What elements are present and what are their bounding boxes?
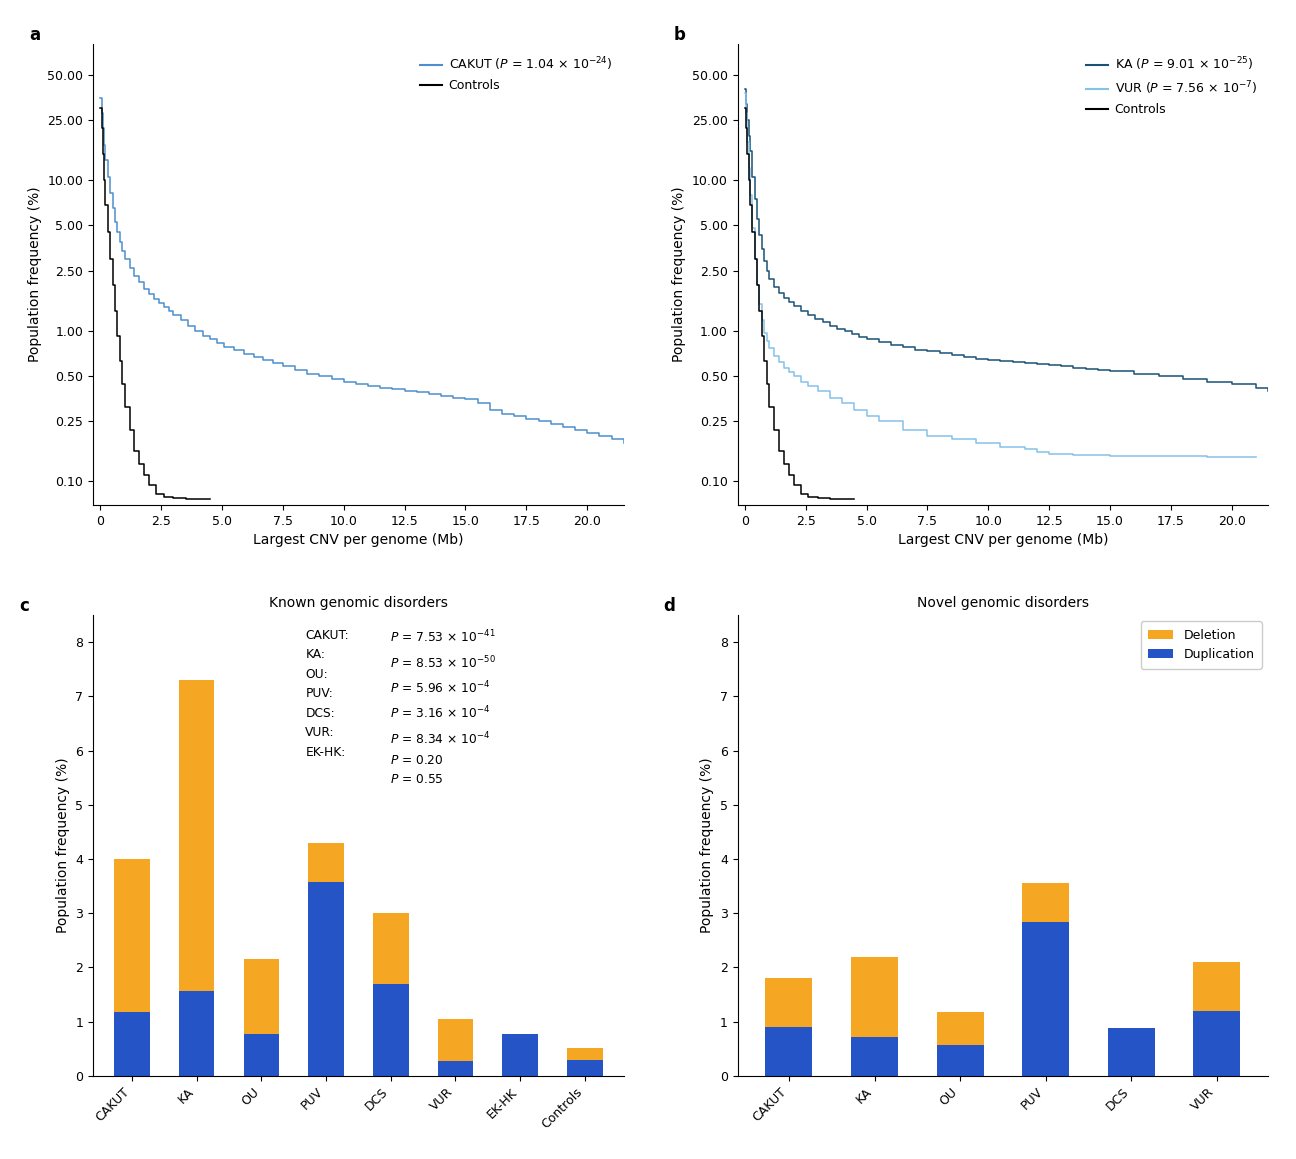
Legend: CAKUT ($P$ = 1.04 × 10$^{-24}$), Controls: CAKUT ($P$ = 1.04 × 10$^{-24}$), Control… xyxy=(415,50,617,97)
Bar xyxy=(114,1012,149,1076)
Y-axis label: Population frequency (%): Population frequency (%) xyxy=(56,758,70,933)
Bar xyxy=(766,978,813,1027)
Bar xyxy=(766,1027,813,1076)
Text: b: b xyxy=(674,25,686,44)
Bar xyxy=(179,991,214,1076)
Text: d: d xyxy=(664,597,675,614)
Bar xyxy=(503,1034,538,1076)
Bar xyxy=(114,859,149,1012)
X-axis label: Largest CNV per genome (Mb): Largest CNV per genome (Mb) xyxy=(253,533,464,547)
Bar xyxy=(1194,1011,1240,1076)
Bar xyxy=(937,1045,984,1076)
Y-axis label: Population frequency (%): Population frequency (%) xyxy=(673,187,687,363)
Bar xyxy=(1108,1028,1155,1076)
Title: Known genomic disorders: Known genomic disorders xyxy=(270,596,448,610)
Bar xyxy=(373,913,408,984)
Bar xyxy=(851,1037,898,1076)
Bar xyxy=(244,960,279,1034)
Text: a: a xyxy=(30,25,40,44)
Bar xyxy=(373,984,408,1076)
Bar xyxy=(308,882,343,1076)
Bar xyxy=(1023,923,1069,1076)
Bar xyxy=(244,1034,279,1076)
Bar xyxy=(438,1060,473,1076)
Text: $P$ = 7.53 × 10$^{-41}$
$P$ = 8.53 × 10$^{-50}$
$P$ = 5.96 × 10$^{-4}$
$P$ = 3.1: $P$ = 7.53 × 10$^{-41}$ $P$ = 8.53 × 10$… xyxy=(390,629,496,786)
Text: c: c xyxy=(18,597,29,614)
Bar xyxy=(568,1059,603,1076)
Bar xyxy=(438,1019,473,1060)
Bar xyxy=(568,1048,603,1059)
Bar xyxy=(851,956,898,1037)
Bar xyxy=(308,843,343,882)
Bar xyxy=(1023,883,1069,923)
Legend: Deletion, Duplication: Deletion, Duplication xyxy=(1140,621,1262,669)
Bar xyxy=(937,1012,984,1045)
Legend: KA ($P$ = 9.01 × 10$^{-25}$), VUR ($P$ = 7.56 × 10$^{-7}$), Controls: KA ($P$ = 9.01 × 10$^{-25}$), VUR ($P$ =… xyxy=(1081,50,1262,121)
Bar xyxy=(1194,962,1240,1011)
Y-axis label: Population frequency (%): Population frequency (%) xyxy=(27,187,41,363)
X-axis label: Largest CNV per genome (Mb): Largest CNV per genome (Mb) xyxy=(898,533,1108,547)
Y-axis label: Population frequency (%): Population frequency (%) xyxy=(700,758,714,933)
Bar xyxy=(179,680,214,991)
Title: Novel genomic disorders: Novel genomic disorders xyxy=(916,596,1089,610)
Text: CAKUT:
KA:
OU:
PUV:
DCS:
VUR:
EK-HK:: CAKUT: KA: OU: PUV: DCS: VUR: EK-HK: xyxy=(306,629,349,759)
